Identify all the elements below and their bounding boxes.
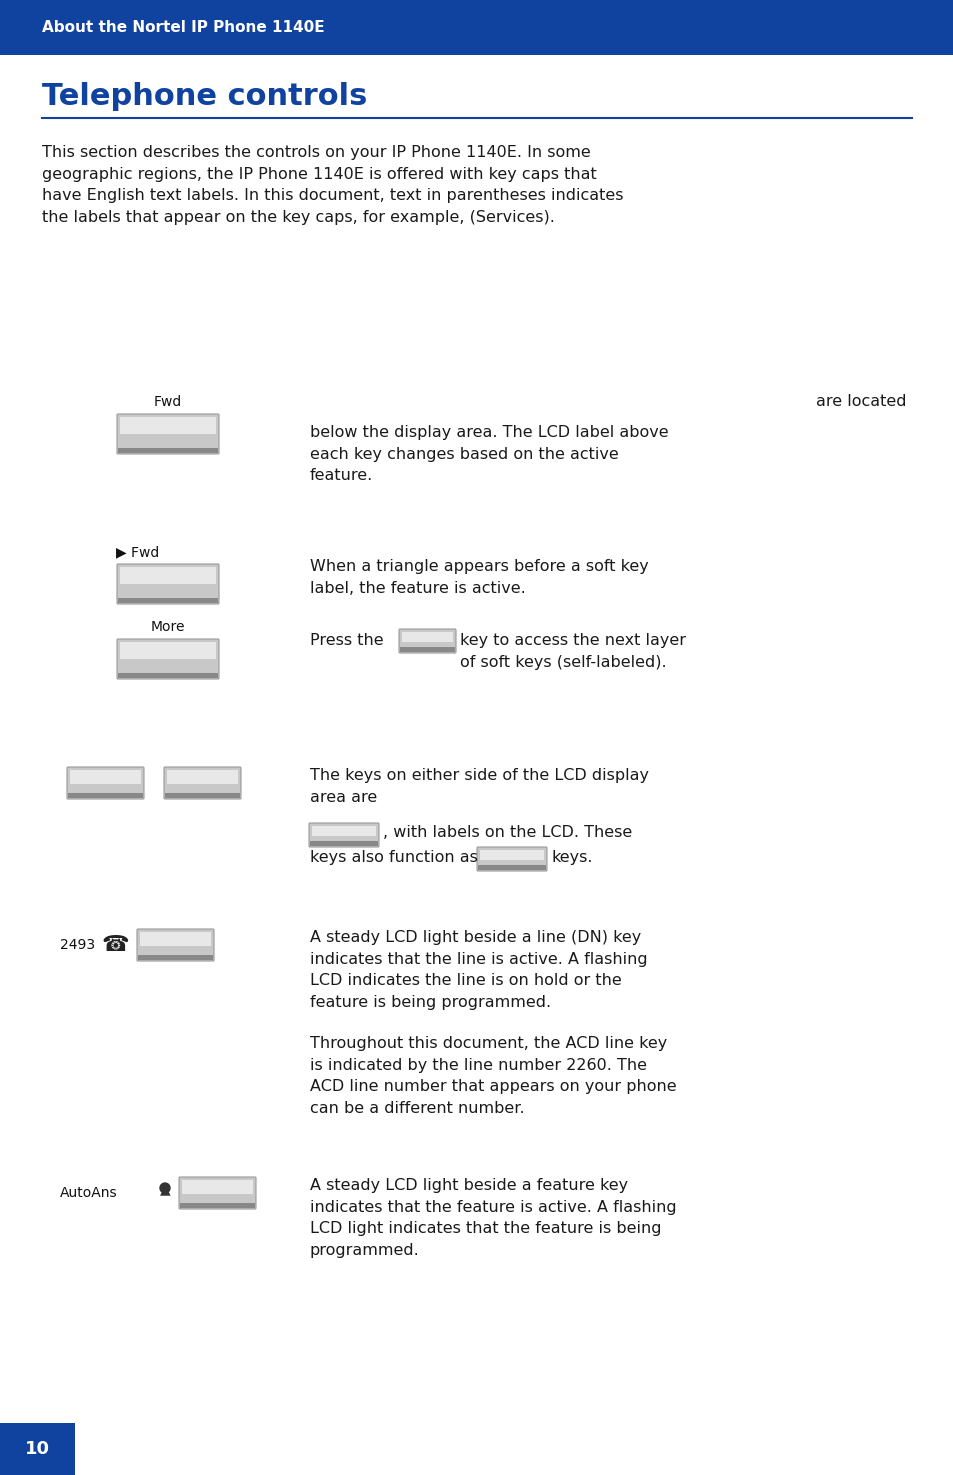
FancyBboxPatch shape [398, 628, 456, 653]
Text: Fwd: Fwd [153, 395, 182, 409]
Text: key to access the next layer
of soft keys (self-labeled).: key to access the next layer of soft key… [459, 633, 685, 670]
Bar [120, 642, 215, 659]
Text: ☎: ☎ [101, 935, 129, 954]
Bar [477, 864, 545, 870]
Bar [312, 826, 375, 836]
FancyBboxPatch shape [117, 414, 219, 454]
Text: ▲: ▲ [159, 1181, 171, 1196]
FancyBboxPatch shape [164, 767, 241, 799]
Circle shape [160, 1183, 170, 1193]
Bar [180, 1204, 254, 1208]
Bar [167, 770, 237, 783]
Text: keys.: keys. [552, 850, 593, 864]
Text: A steady LCD light beside a line (DN) key
indicates that the line is active. A f: A steady LCD light beside a line (DN) ke… [310, 931, 647, 1010]
Bar [182, 1180, 253, 1193]
Bar [118, 597, 218, 603]
Text: , with labels on the LCD. These: , with labels on the LCD. These [382, 825, 632, 839]
FancyBboxPatch shape [476, 847, 546, 872]
Bar [479, 850, 543, 860]
Text: 10: 10 [25, 1440, 50, 1457]
Text: Throughout this document, the ACD line key
is indicated by the line number 2260.: Throughout this document, the ACD line k… [310, 1035, 676, 1115]
FancyBboxPatch shape [117, 639, 219, 678]
Bar [399, 648, 455, 652]
Bar [120, 566, 215, 584]
Text: About the Nortel IP Phone 1140E: About the Nortel IP Phone 1140E [42, 21, 324, 35]
FancyBboxPatch shape [179, 1177, 255, 1209]
Text: Press the: Press the [310, 633, 383, 648]
Text: below the display area. The LCD label above
each key changes based on the active: below the display area. The LCD label ab… [310, 425, 668, 484]
Bar [165, 794, 240, 798]
Bar [0, 1423, 75, 1475]
Bar [70, 770, 141, 783]
Bar [401, 631, 453, 642]
Text: ▶ Fwd: ▶ Fwd [116, 544, 159, 559]
Bar [140, 932, 211, 945]
Bar [120, 417, 215, 434]
Text: keys also function as: keys also function as [310, 850, 477, 864]
FancyBboxPatch shape [309, 823, 378, 847]
Text: 2493: 2493 [60, 938, 95, 951]
FancyBboxPatch shape [117, 563, 219, 603]
Bar [310, 841, 377, 847]
Text: The keys on either side of the LCD display
area are: The keys on either side of the LCD displ… [310, 768, 648, 804]
Bar [0, 0, 953, 55]
Text: When a triangle appears before a soft key
label, the feature is active.: When a triangle appears before a soft ke… [310, 559, 648, 596]
Text: AutoAns: AutoAns [60, 1186, 117, 1201]
Text: A steady LCD light beside a feature key
indicates that the feature is active. A : A steady LCD light beside a feature key … [310, 1179, 676, 1258]
Text: are located: are located [816, 394, 906, 409]
FancyBboxPatch shape [67, 767, 144, 799]
Bar [138, 954, 213, 960]
Text: This section describes the controls on your IP Phone 1140E. In some
geographic r: This section describes the controls on y… [42, 145, 623, 224]
Text: Telephone controls: Telephone controls [42, 83, 367, 111]
Bar [68, 794, 143, 798]
FancyBboxPatch shape [137, 929, 213, 962]
Bar [118, 448, 218, 453]
Text: More: More [151, 620, 185, 634]
Bar [118, 673, 218, 678]
